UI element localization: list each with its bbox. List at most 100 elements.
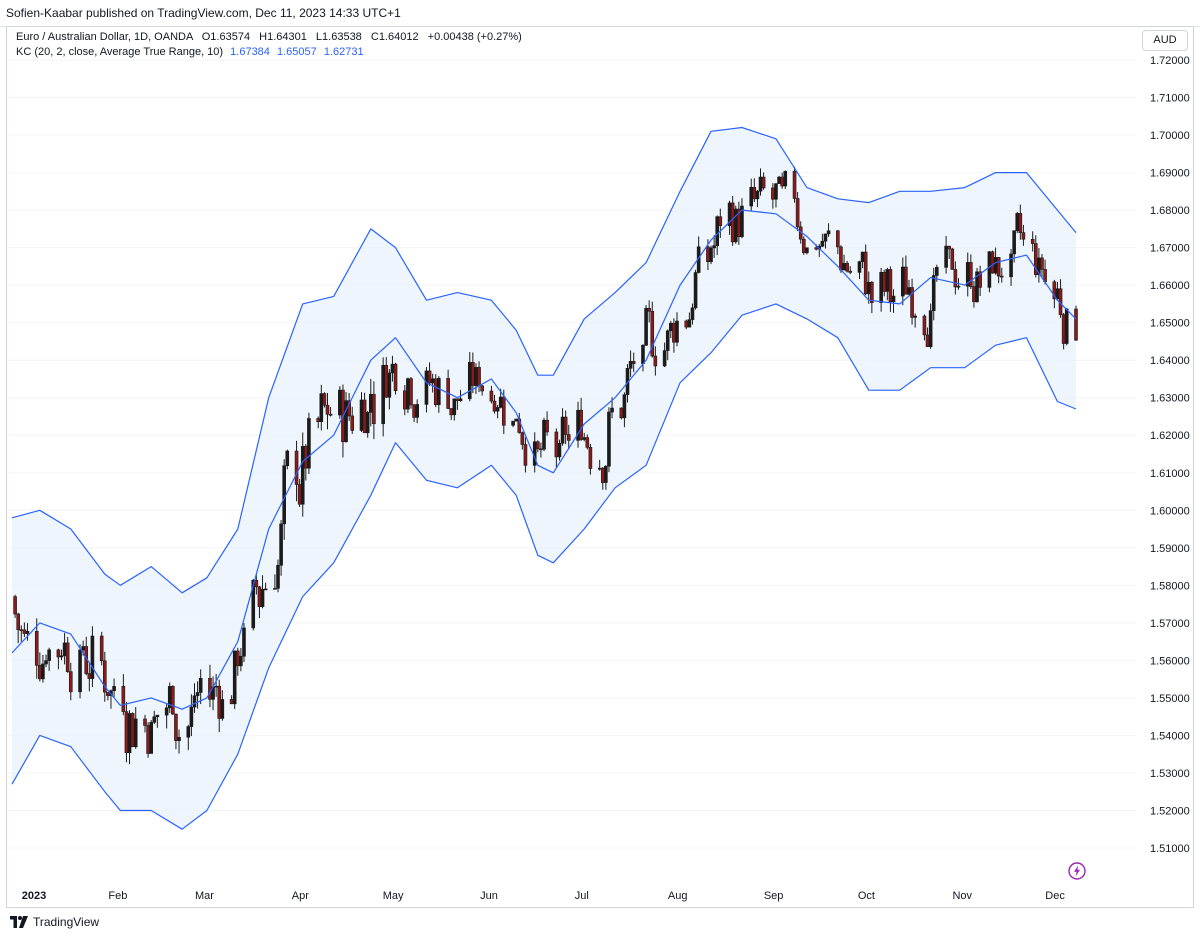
- candle: [891, 289, 896, 313]
- candle: [65, 636, 70, 673]
- candle: [189, 694, 194, 737]
- y-tick-label: 1.55000: [1150, 693, 1190, 705]
- candle: [514, 418, 518, 422]
- candle: [1064, 307, 1069, 346]
- candle: [733, 205, 738, 244]
- candle: [437, 376, 441, 413]
- candle: [990, 250, 995, 274]
- candle: [56, 648, 61, 670]
- candle: [857, 260, 862, 279]
- candle-layer: [13, 166, 1078, 765]
- candle: [146, 722, 150, 758]
- candle: [409, 377, 413, 409]
- x-axis: 2023 Feb Mar Apr May Jun Jul Aug Sep Oct Nov Dec: [22, 890, 1066, 902]
- x-tick-label: Apr: [292, 890, 309, 902]
- x-tick-label: May: [383, 890, 404, 902]
- upper-band-line: [11, 126, 1077, 594]
- y-tick-label: 1.57000: [1150, 618, 1190, 630]
- candle: [644, 305, 648, 347]
- candle: [328, 407, 333, 417]
- tradingview-logo-icon: [10, 916, 28, 928]
- candle: [452, 398, 457, 421]
- candle: [492, 394, 497, 414]
- candle: [978, 265, 982, 297]
- y-tick-label: 1.53000: [1150, 768, 1190, 780]
- y-tick-label: 1.63000: [1150, 393, 1190, 405]
- y-axis: 1.72000 1.71000 1.70000 1.69000 1.68000 1.670…: [1150, 55, 1190, 855]
- x-tick-label: Nov: [952, 890, 972, 902]
- candle: [164, 702, 169, 729]
- middle-band-value: 1.65057: [276, 46, 317, 58]
- open-value: O1.63574: [201, 31, 251, 43]
- symbol-name: Euro / Australian Dollar, 1D, OANDA: [16, 31, 193, 43]
- candle: [712, 235, 716, 258]
- candle: [777, 175, 781, 184]
- candle: [1012, 230, 1016, 263]
- y-tick-label: 1.67000: [1150, 243, 1190, 255]
- close-value: C1.64012: [370, 31, 419, 43]
- symbol-legend[interactable]: Euro / Australian Dollar, 1D, OANDA O1.6…: [16, 31, 522, 43]
- candle: [300, 432, 305, 517]
- candle: [1018, 204, 1023, 240]
- candle: [523, 437, 528, 473]
- currency-button[interactable]: AUD: [1142, 30, 1188, 51]
- candle: [263, 582, 268, 591]
- candle: [585, 434, 590, 450]
- candle: [665, 329, 670, 361]
- candle: [687, 312, 692, 328]
- candle: [102, 651, 107, 702]
- lightning-bolt-icon[interactable]: [1068, 862, 1086, 880]
- candle: [174, 713, 178, 750]
- candle: [495, 405, 500, 419]
- chart-frame[interactable]: [6, 26, 1194, 908]
- tradingview-logo[interactable]: TradingView: [10, 915, 99, 929]
- candle: [805, 247, 809, 255]
- candle: [870, 281, 874, 314]
- candle: [424, 367, 429, 413]
- low-value: L1.63538: [315, 31, 362, 43]
- candle: [501, 389, 506, 434]
- candle: [520, 431, 525, 450]
- candle: [1074, 305, 1078, 341]
- candle: [650, 301, 655, 358]
- candle: [44, 654, 48, 668]
- candle: [276, 559, 280, 593]
- middle-band-line: [11, 209, 1077, 710]
- candle: [192, 683, 197, 713]
- candle: [319, 384, 324, 431]
- candle: [47, 647, 51, 671]
- candle: [888, 266, 893, 312]
- candle: [372, 381, 376, 440]
- tradingview-logo-text: TradingView: [33, 915, 100, 929]
- candle: [99, 631, 104, 666]
- candle: [836, 229, 840, 255]
- y-tick-label: 1.66000: [1150, 280, 1190, 292]
- x-tick-label: Dec: [1045, 890, 1065, 902]
- change-value: +0.00438 (+0.27%): [427, 31, 522, 43]
- candle: [322, 392, 327, 408]
- candle: [489, 385, 494, 404]
- candle: [1030, 231, 1035, 252]
- candle: [944, 235, 948, 274]
- candle: [143, 714, 147, 733]
- indicator-legend[interactable]: KC (20, 2, close, Average True Range, 10…: [16, 46, 364, 58]
- candle: [34, 618, 39, 679]
- candle: [563, 410, 568, 445]
- candle: [718, 208, 723, 239]
- candle: [365, 410, 370, 438]
- candle: [755, 190, 760, 208]
- candle: [415, 399, 419, 424]
- candle: [406, 377, 410, 414]
- candle: [350, 406, 355, 434]
- candle: [690, 303, 695, 325]
- candle: [393, 362, 398, 395]
- candle: [130, 712, 135, 748]
- candle: [631, 352, 636, 373]
- candle: [928, 303, 933, 349]
- candle: [13, 594, 17, 618]
- candle: [950, 247, 955, 270]
- band-line-layer: [11, 126, 1077, 830]
- indicator-name: KC (20, 2, close, Average True Range, 10…: [16, 46, 224, 58]
- candle: [59, 649, 64, 661]
